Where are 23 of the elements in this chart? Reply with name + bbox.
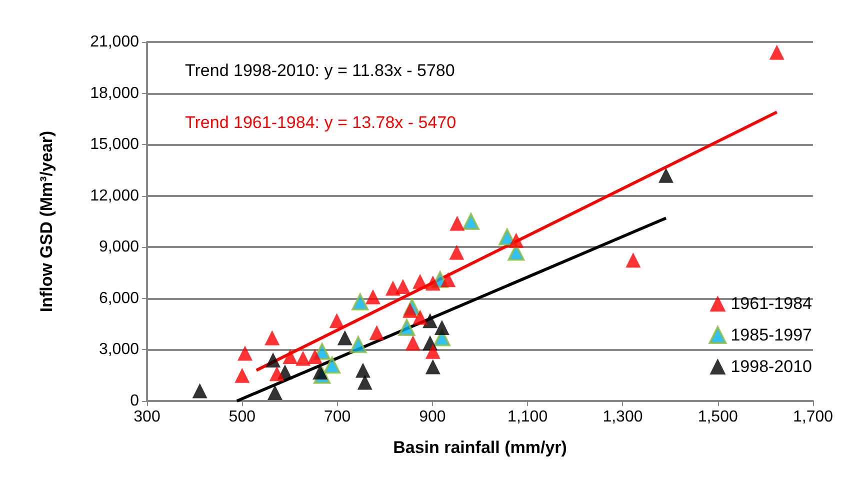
x-tick-label: 500 [228,408,256,426]
annotation: Trend 1998-2010: y = 11.83x - 5780 [185,61,455,80]
legend-label: 1998-2010 [730,357,812,376]
y-tick-label: 6,000 [98,290,140,307]
x-tick-label: 1,300 [602,408,643,426]
y-axis-title: Inflow GSD (Mm³/year) [37,130,56,312]
x-tick-label: 300 [134,408,160,426]
y-tick-label: 15,000 [90,136,140,154]
x-tick-label: 1,100 [508,408,548,426]
y-tick-label: 18,000 [90,84,140,102]
y-tick-label: 9,000 [98,238,140,256]
annotation: Trend 1961-1984: y = 13.78x - 5470 [185,113,456,132]
y-tick-label: 21,000 [90,34,140,50]
x-axis-title: Basin rainfall (mm/yr) [393,438,567,457]
x-tick-label: 1,700 [792,408,834,426]
legend-label: 1985-1997 [730,326,812,344]
x-tick-label: 700 [324,408,351,426]
y-tick-label: 3,000 [98,341,140,358]
x-tick-label: 1,500 [698,408,738,426]
y-tick-label: 0 [130,392,140,410]
x-tick-label: 900 [419,408,446,426]
legend-label: 1961-1984 [730,294,812,313]
y-tick-label: 12,000 [90,187,140,204]
